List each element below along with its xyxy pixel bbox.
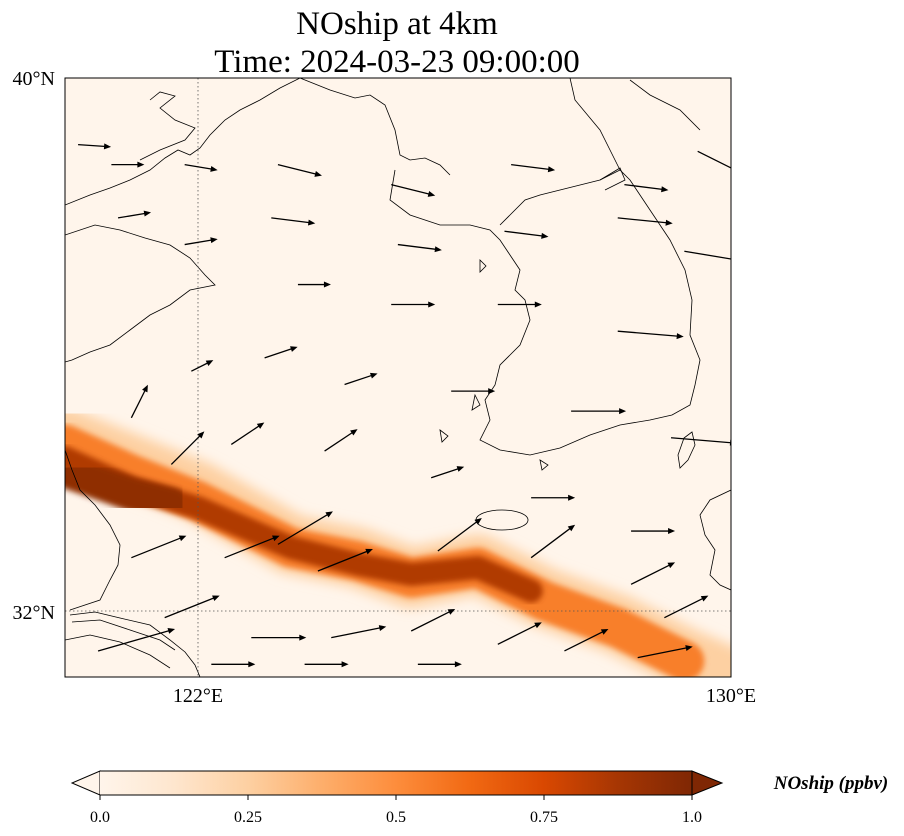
map-panel	[64, 77, 732, 678]
lon-tick-label-130e: 130°E	[706, 685, 756, 707]
colorbar-tick-label: 0.25	[234, 809, 262, 826]
wind-arrow	[417, 661, 462, 668]
wind-arrow	[331, 625, 387, 639]
wind-arrow	[184, 237, 218, 246]
wind-arrow	[230, 422, 265, 445]
wind-arrow	[497, 301, 542, 308]
gridlines	[65, 78, 731, 677]
wind-arrow	[684, 250, 731, 260]
wind-vectors	[78, 143, 731, 668]
colorbar-tick-label: 0.75	[530, 809, 558, 826]
wind-arrow	[410, 608, 456, 632]
colorbar: 0.0 0.25 0.5 0.75 1.0 NOship (ppbv)	[70, 770, 889, 826]
wind-arrow	[97, 628, 176, 652]
wind-arrow	[191, 360, 214, 372]
wind-arrow	[504, 230, 549, 239]
wind-arrow	[277, 163, 322, 177]
wind-arrow	[271, 217, 316, 226]
wind-arrow	[637, 645, 693, 659]
noship-concentration-layer	[65, 407, 731, 677]
colorbar-tick-label: 0.0	[90, 809, 110, 826]
wind-arrow	[78, 143, 112, 150]
wind-arrow	[391, 301, 436, 308]
wind-arrow	[304, 661, 349, 668]
wind-arrow	[224, 535, 280, 559]
colorbar-ticks: 0.0 0.25 0.5 0.75 1.0	[90, 795, 702, 826]
wind-arrow	[630, 562, 676, 585]
wind-arrow	[251, 634, 307, 641]
wind-arrow	[511, 163, 556, 173]
coastlines	[65, 78, 731, 677]
wind-arrow	[624, 183, 669, 193]
colorbar-min-extend	[70, 770, 101, 796]
colorbar-gradient	[100, 771, 692, 795]
wind-arrow	[324, 429, 358, 452]
plume-band	[65, 454, 189, 522]
wind-arrow	[631, 528, 676, 535]
wind-arrow	[530, 524, 576, 559]
wind-arrow	[117, 210, 152, 219]
wind-arrow	[397, 243, 442, 253]
wind-arrow	[170, 431, 205, 465]
wind-arrow	[617, 330, 684, 340]
wind-arrow	[297, 281, 331, 288]
wind-arrow	[111, 161, 145, 168]
wind-arrow	[531, 494, 576, 501]
wind-arrow	[571, 408, 627, 415]
map-title-line2: Time: 2024-03-23 09:00:00	[214, 44, 579, 80]
wind-arrow	[344, 372, 378, 386]
wind-arrow	[664, 595, 709, 619]
wind-arrow	[617, 217, 673, 226]
map-title-line1: NOship at 4km	[296, 6, 498, 42]
wind-arrow	[391, 183, 436, 197]
wind-arrow	[131, 535, 187, 559]
lon-tick-label-122e: 122°E	[173, 685, 223, 707]
wind-arrow	[211, 661, 256, 668]
colorbar-max-extend	[691, 770, 724, 796]
wind-arrow	[437, 518, 482, 552]
wind-arrow	[277, 511, 333, 545]
wind-arrow	[130, 384, 148, 419]
wind-arrow	[564, 628, 609, 652]
colorbar-tick-label: 1.0	[682, 809, 702, 826]
wind-arrow	[317, 548, 373, 572]
colorbar-tick-label: 0.5	[386, 809, 406, 826]
wind-arrow	[184, 163, 218, 172]
wind-arrow	[430, 466, 465, 479]
map-frame	[64, 77, 732, 678]
colorbar-label: NOship (ppbv)	[773, 773, 889, 794]
wind-arrow	[164, 595, 220, 619]
lat-tick-label-40n: 40°N	[13, 68, 55, 90]
wind-arrow	[264, 346, 298, 359]
wind-arrow	[497, 622, 542, 645]
lat-tick-label-32n: 32°N	[13, 602, 55, 624]
wind-arrow	[451, 388, 496, 395]
